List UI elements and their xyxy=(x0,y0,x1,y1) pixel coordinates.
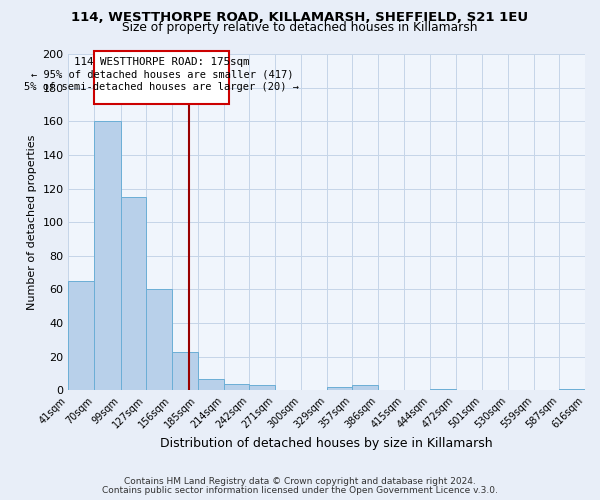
Bar xyxy=(224,384,249,390)
Bar xyxy=(146,290,172,390)
Text: 114 WESTTHORPE ROAD: 175sqm: 114 WESTTHORPE ROAD: 175sqm xyxy=(74,58,250,68)
Text: ← 95% of detached houses are smaller (417): ← 95% of detached houses are smaller (41… xyxy=(31,69,293,79)
Y-axis label: Number of detached properties: Number of detached properties xyxy=(27,134,37,310)
Text: Contains public sector information licensed under the Open Government Licence v.: Contains public sector information licen… xyxy=(102,486,498,495)
Bar xyxy=(352,385,379,390)
X-axis label: Distribution of detached houses by size in Killamarsh: Distribution of detached houses by size … xyxy=(160,437,493,450)
Bar xyxy=(121,197,146,390)
Bar xyxy=(198,378,224,390)
Bar xyxy=(559,388,585,390)
Text: Contains HM Land Registry data © Crown copyright and database right 2024.: Contains HM Land Registry data © Crown c… xyxy=(124,478,476,486)
Bar xyxy=(249,385,275,390)
Bar xyxy=(68,281,94,390)
Bar xyxy=(430,388,455,390)
Bar xyxy=(94,50,229,104)
Text: 114, WESTTHORPE ROAD, KILLAMARSH, SHEFFIELD, S21 1EU: 114, WESTTHORPE ROAD, KILLAMARSH, SHEFFI… xyxy=(71,11,529,24)
Bar xyxy=(327,387,352,390)
Text: Size of property relative to detached houses in Killamarsh: Size of property relative to detached ho… xyxy=(122,22,478,35)
Text: 5% of semi-detached houses are larger (20) →: 5% of semi-detached houses are larger (2… xyxy=(25,82,299,92)
Bar xyxy=(94,122,121,390)
Bar xyxy=(172,352,198,391)
